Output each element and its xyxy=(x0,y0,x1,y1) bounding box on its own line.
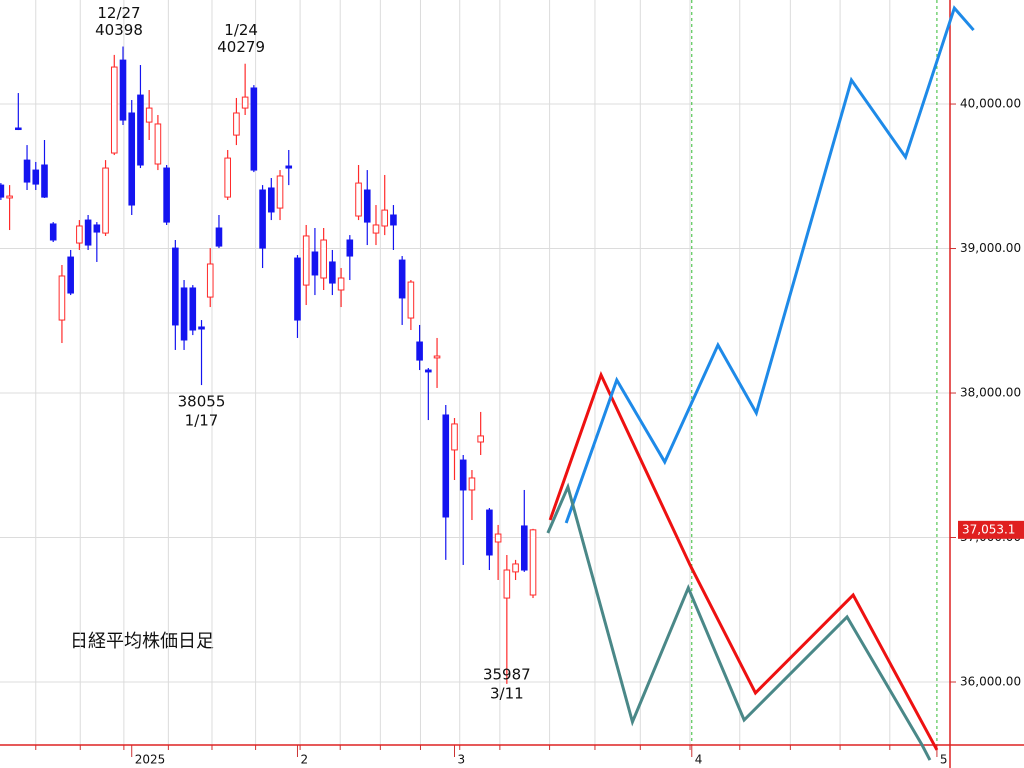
y-tick-label: 39,000.00 xyxy=(960,241,1021,255)
candle-body xyxy=(416,341,423,361)
candle-body xyxy=(76,225,83,244)
candle-body xyxy=(520,525,528,571)
candle-body xyxy=(442,414,450,518)
candle-body xyxy=(425,369,432,373)
last-price-box xyxy=(958,520,1024,539)
y-tick-label: 38,000.00 xyxy=(960,386,1021,400)
candle-body xyxy=(468,477,476,491)
candle-body xyxy=(529,529,537,596)
candle-body xyxy=(390,214,397,226)
candle-body xyxy=(494,533,502,543)
annotation-date: 1/17 xyxy=(185,412,219,430)
candle-body xyxy=(198,326,205,330)
candle-body xyxy=(503,569,511,599)
candle-body xyxy=(206,263,214,298)
candle-body xyxy=(93,224,101,233)
candle-body xyxy=(84,219,92,246)
candle-body xyxy=(119,59,127,121)
candle-body xyxy=(486,509,493,556)
candle-body xyxy=(294,257,301,321)
candle-body xyxy=(102,167,109,234)
candle-body xyxy=(355,182,362,217)
candle-body xyxy=(0,184,5,198)
annotation-value: 35987 xyxy=(483,666,531,684)
candle-body xyxy=(398,259,406,299)
candle-body xyxy=(6,195,13,199)
x-tick-label: 2025 xyxy=(135,753,166,767)
forecast-line xyxy=(548,370,939,751)
x-tick-label: 3 xyxy=(457,753,465,767)
candle-body xyxy=(250,87,258,171)
candle-body xyxy=(137,94,144,166)
annotation-value: 38055 xyxy=(178,393,226,411)
candle-body xyxy=(337,277,345,291)
candle-body xyxy=(433,355,441,359)
candle-body xyxy=(276,175,284,209)
annotation-date: 12/27 xyxy=(97,4,140,22)
annotation-date: 3/11 xyxy=(490,685,524,703)
candle-body xyxy=(241,96,249,109)
candle-body xyxy=(110,66,118,154)
candle-body xyxy=(363,189,371,223)
candle-body xyxy=(58,275,66,321)
y-tick-label: 40,000.00 xyxy=(960,97,1021,111)
candle-body xyxy=(311,251,319,276)
candle-body xyxy=(346,239,354,257)
candle-body xyxy=(302,235,310,286)
last-price-label: 37,053.1 xyxy=(962,522,1015,536)
candle-body xyxy=(259,189,266,249)
annotation-value: 40279 xyxy=(217,38,265,56)
candle-body xyxy=(15,127,22,131)
candle-body xyxy=(49,223,57,241)
candle-body xyxy=(215,227,223,247)
x-tick-label: 4 xyxy=(695,753,703,767)
candle-body xyxy=(459,459,467,491)
candle-body xyxy=(233,112,240,136)
candle-body xyxy=(320,239,327,279)
candle-body xyxy=(372,224,380,234)
candle-body xyxy=(329,261,336,284)
annotation-value: 40398 xyxy=(95,21,143,39)
candle-body xyxy=(224,157,231,198)
forecast-line xyxy=(564,5,975,524)
chart-title: 日経平均株価日足 xyxy=(70,631,214,652)
x-tick-label: 2 xyxy=(300,753,308,767)
x-tick-label: 5 xyxy=(940,753,948,767)
candle-body xyxy=(32,169,40,185)
candle-body xyxy=(163,167,170,223)
candle-body xyxy=(407,281,415,319)
candle-body xyxy=(268,187,275,213)
candle-body xyxy=(154,123,162,165)
candle-body xyxy=(381,209,389,227)
candle-body xyxy=(128,112,136,206)
candle-body xyxy=(67,256,74,294)
candle-body xyxy=(145,107,153,123)
candle-body xyxy=(189,287,197,331)
candle-body xyxy=(512,563,519,573)
forecast-line xyxy=(546,482,932,761)
annotation-date: 1/24 xyxy=(224,21,258,39)
candle-body xyxy=(180,287,188,341)
candle-body xyxy=(451,423,458,451)
candle-body xyxy=(477,435,484,443)
y-tick-label: 36,000.00 xyxy=(960,675,1021,689)
candle-body xyxy=(285,165,293,169)
candle-body xyxy=(172,247,179,326)
candle-body xyxy=(41,164,48,198)
candle-body xyxy=(23,159,31,183)
